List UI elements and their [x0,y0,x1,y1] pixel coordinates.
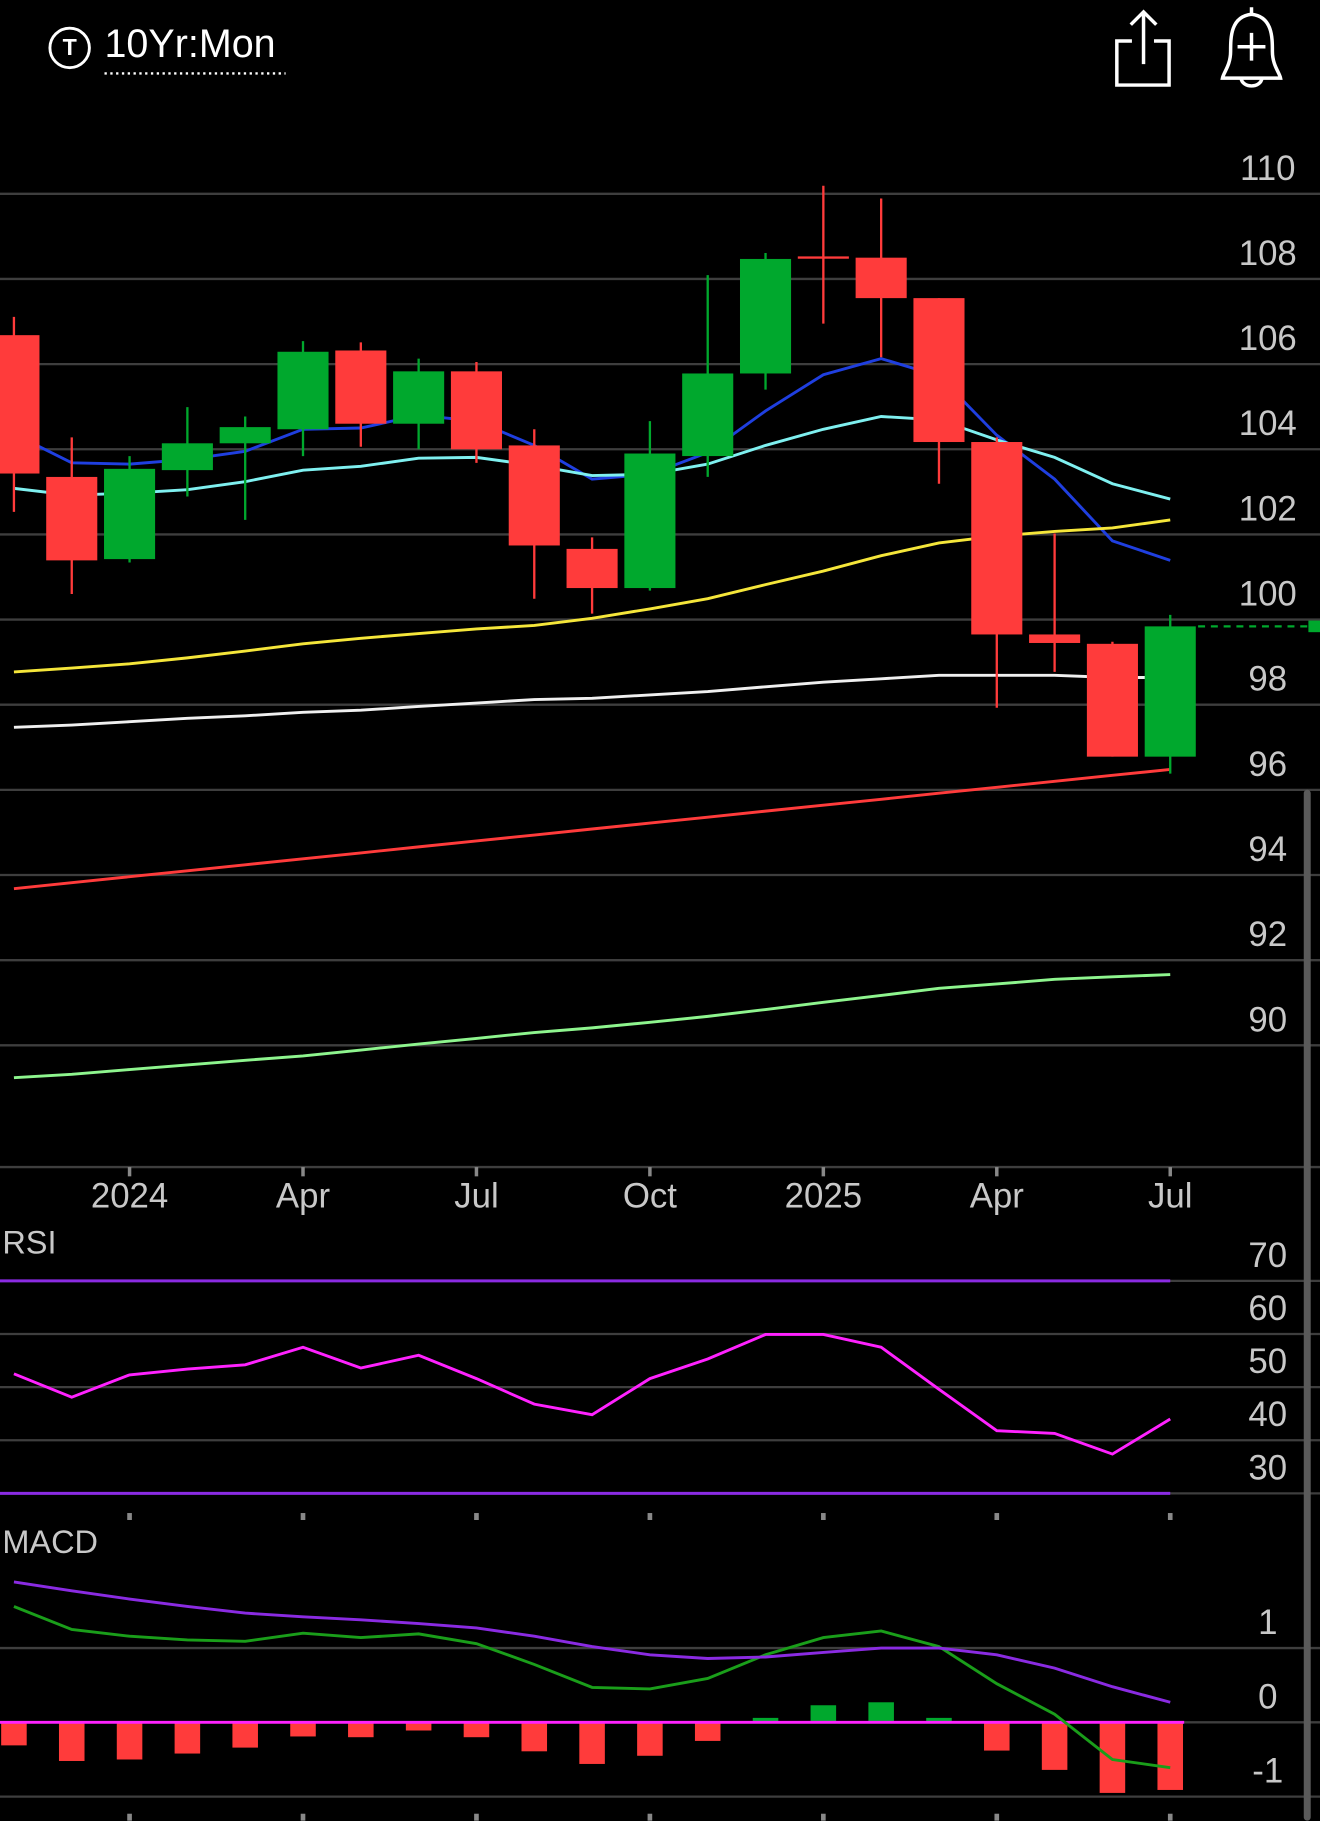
moving-average-line [13,415,1171,501]
histogram-bar [1099,1722,1126,1793]
candle-body [1086,643,1138,757]
candle-body [104,468,156,560]
moving-average-line [13,673,1171,729]
y-tick-label: 102 [1239,489,1297,528]
y-tick-label: 70 [1248,1236,1287,1275]
candle-body [277,351,329,430]
bell-icon[interactable] [1220,7,1283,88]
y-tick-label: 0 [1258,1677,1277,1716]
bell-detail [1237,7,1266,88]
candle-body [1029,634,1081,643]
y-tick-label: 92 [1248,915,1287,954]
histogram-bar [290,1722,316,1737]
candle-body [450,371,502,450]
last-price-marker [1308,620,1320,633]
histogram-bar [232,1722,258,1748]
y-tick-label: 98 [1248,660,1287,699]
histogram-bar [348,1722,374,1738]
x-tick-label: Apr [970,1177,1025,1216]
y-tick-label: 40 [1248,1395,1287,1434]
candle-body [508,445,560,546]
scrollbar[interactable] [1303,789,1311,1821]
histogram-bar [463,1722,490,1738]
y-tick-label: 100 [1239,575,1297,614]
macd-line [13,1580,1171,1704]
candle-body [1144,626,1196,757]
histogram-bar [1041,1722,1068,1770]
histogram-bar [926,1717,952,1723]
share-icon[interactable] [1115,9,1171,87]
moving-average-line [13,973,1171,1080]
histogram-bar [579,1722,605,1764]
candle-body [219,427,271,444]
y-tick-label: -1 [1252,1752,1283,1791]
histogram-bar [174,1722,201,1754]
y-tick-label: 1 [1258,1603,1277,1642]
x-tick-label: Jul [454,1177,499,1216]
histogram-bar [752,1717,779,1723]
x-tick-label: Apr [276,1177,331,1216]
candle-body [913,298,965,443]
panel-title: RSI [2,1224,56,1260]
histogram-bar [521,1722,548,1752]
histogram-bar [984,1722,1010,1751]
x-tick-label: 2024 [91,1177,168,1216]
y-tick-label: 30 [1248,1448,1287,1487]
symbol-title[interactable]: 10Yr:Mon [104,22,275,66]
histogram-bar [810,1705,837,1723]
candle-body [0,335,40,474]
candle-body [46,476,98,561]
header: T 10Yr:Mon [48,7,1283,88]
y-tick-label: 110 [1240,149,1295,188]
histogram-bar [405,1722,432,1731]
panel-title: MACD [2,1524,98,1560]
candle-body [682,373,734,457]
badge-circle [48,26,91,70]
share-arrow [1129,9,1158,65]
histogram-bar [1157,1722,1184,1790]
histogram-bar [1,1722,27,1746]
candle-body [739,258,792,374]
histogram-bar [694,1722,721,1741]
macd-line [13,1605,1171,1770]
candle-body [624,453,676,589]
candle-body [393,371,445,424]
rsi-line [13,1333,1171,1456]
y-tick-label: 104 [1239,404,1297,443]
histogram-bar [116,1722,143,1760]
x-tick-label: Oct [623,1177,677,1216]
candle-body [971,442,1023,635]
share-box [1115,39,1171,87]
moving-average-line [13,768,1171,891]
histogram-bar [58,1722,85,1761]
y-tick-label: 50 [1248,1342,1287,1381]
x-tick-label: 2025 [785,1177,862,1216]
badge-letter: T [63,34,77,60]
y-tick-label: 60 [1248,1289,1287,1328]
histogram-bar [637,1722,663,1756]
histogram-bar [868,1702,894,1723]
y-tick-label: 108 [1239,234,1297,273]
y-tick-label: 90 [1248,1000,1287,1039]
bell-body [1220,12,1283,80]
y-tick-label: 94 [1248,830,1287,869]
candle-body [797,256,849,259]
candle-body [566,548,618,589]
candle-body [335,350,387,424]
x-tick-label: Jul [1148,1177,1193,1216]
y-tick-label: 106 [1239,319,1297,358]
candle-body [161,443,213,471]
y-tick-label: 96 [1248,745,1287,784]
candle-body [855,257,907,299]
